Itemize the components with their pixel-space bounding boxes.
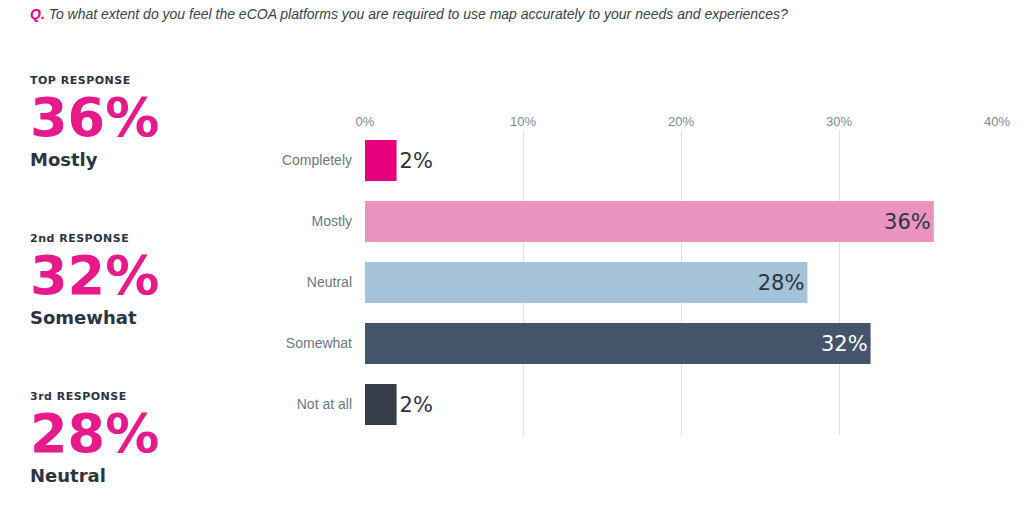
svg-text:30%: 30% — [826, 114, 852, 129]
svg-text:0%: 0% — [356, 114, 375, 129]
svg-text:Mostly: Mostly — [312, 213, 352, 229]
html-text:Somewhat: Somewhat — [30, 307, 137, 328]
svg-text:20%: 20% — [668, 114, 694, 129]
html-text:32%: 32% — [30, 244, 160, 307]
svg-text:Somewhat: Somewhat — [286, 335, 352, 351]
svg-text:Completely: Completely — [282, 152, 352, 168]
html-text:Neutral: Neutral — [30, 465, 106, 486]
html-text:3rd RESPONSE: 3rd RESPONSE — [30, 390, 127, 403]
svg-text:Not at all: Not at all — [297, 396, 352, 412]
svg-text:36%: 36% — [884, 210, 931, 234]
svg-text:28%: 28% — [758, 271, 805, 295]
svg-text:Neutral: Neutral — [307, 274, 352, 290]
html-text:Q. To what extent do you feel: Q. To what extent do you feel the eCOA p… — [30, 6, 788, 22]
svg-text:32%: 32% — [821, 332, 868, 356]
svg-text:2%: 2% — [400, 393, 433, 417]
html-text:Mostly: Mostly — [30, 149, 98, 170]
svg-text:40%: 40% — [984, 114, 1010, 129]
svg-text:10%: 10% — [510, 114, 536, 129]
html-text:TOP RESPONSE: TOP RESPONSE — [30, 74, 131, 87]
svg-text:2%: 2% — [400, 149, 433, 173]
html-text:2nd RESPONSE: 2nd RESPONSE — [30, 232, 130, 245]
html-text:28%: 28% — [30, 402, 160, 465]
html-text:36%: 36% — [30, 86, 160, 149]
